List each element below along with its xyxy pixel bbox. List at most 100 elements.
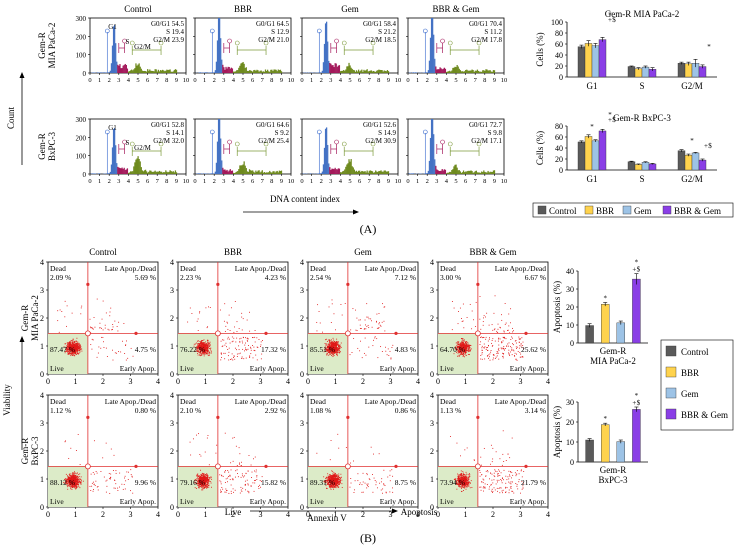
event-dot (93, 317, 95, 318)
event-dot (513, 354, 515, 356)
event-dot (75, 340, 77, 342)
event-dot (328, 351, 330, 353)
event-dot (463, 348, 465, 350)
y-tick-label: 300 (76, 116, 87, 124)
event-dot (244, 480, 246, 482)
bar (577, 141, 586, 171)
event-dot (200, 350, 202, 352)
event-dot (252, 482, 254, 484)
event-dot (203, 344, 204, 346)
event-dot (249, 355, 251, 357)
event-dot (247, 484, 249, 486)
event-dot (72, 348, 74, 349)
event-dot (75, 485, 77, 487)
event-dot (71, 480, 73, 482)
histogram-bin (118, 65, 120, 73)
event-dot (327, 339, 329, 341)
event-dot (202, 481, 204, 483)
histogram-bin (226, 169, 228, 174)
event-dot (202, 347, 204, 349)
event-dot (201, 343, 203, 345)
event-dot (71, 483, 73, 485)
histogram-bin (344, 70, 346, 73)
event-dot (479, 344, 481, 346)
event-dot (197, 476, 199, 478)
event-dot (498, 347, 500, 349)
event-dot (493, 354, 495, 356)
event-dot (246, 337, 248, 339)
x-tick-label: 1 (310, 178, 313, 185)
x-tick-label: 9 (387, 77, 390, 84)
event-dot (200, 486, 202, 488)
histogram-bin (97, 173, 100, 174)
event-dot (209, 307, 211, 308)
event-dot (70, 351, 72, 353)
cycle-row-label: Gem-R BxPC-3 (37, 131, 57, 161)
histogram-bin (369, 70, 371, 73)
histogram-bin (166, 171, 168, 174)
event-dot (69, 483, 71, 485)
event-dot (203, 482, 205, 483)
y-tick-label: 2 (430, 314, 434, 323)
histogram-bin (478, 172, 481, 174)
histogram-bin (131, 69, 133, 73)
histogram-bin (227, 66, 229, 73)
event-dot (197, 343, 199, 345)
event-dot (74, 347, 75, 349)
event-dot (331, 352, 333, 354)
event-dot (200, 473, 202, 475)
histogram-bin (198, 173, 200, 174)
late-percent: 4.23 % (265, 273, 286, 282)
event-dot (337, 347, 339, 349)
histogram-bin (438, 170, 440, 174)
event-dot (501, 348, 503, 350)
histogram-bin (163, 172, 165, 174)
event-dot (491, 342, 493, 344)
event-dot (492, 357, 494, 359)
event-dot (339, 352, 341, 354)
g2m-gate-handle (341, 141, 347, 147)
histogram-bin (351, 166, 353, 174)
histogram-bin (137, 156, 139, 174)
event-dot (482, 321, 484, 323)
histogram-bin (359, 71, 361, 73)
histogram-bin (250, 70, 253, 73)
histogram-bin (470, 170, 472, 174)
event-dot (69, 485, 71, 487)
event-dot (458, 355, 460, 357)
event-dot (461, 347, 463, 349)
event-dot (73, 346, 75, 348)
histogram-bin (439, 67, 441, 73)
event-dot (68, 342, 70, 344)
histogram-bin (484, 171, 486, 174)
event-dot (469, 350, 471, 352)
event-dot (364, 328, 366, 330)
event-dot (338, 345, 339, 347)
event-dot (340, 342, 342, 344)
event-dot (226, 321, 228, 323)
event-dot (336, 348, 337, 350)
event-dot (335, 343, 337, 345)
event-dot (75, 481, 77, 483)
event-dot (98, 346, 100, 348)
event-dot (73, 481, 75, 483)
event-dot (207, 477, 209, 479)
histogram-bin (456, 65, 458, 73)
event-dot (198, 479, 200, 481)
y-tick-label: 0 (559, 73, 563, 82)
event-dot (209, 341, 211, 343)
x-tick-label: 3 (389, 377, 393, 386)
event-dot (471, 310, 473, 312)
y-tick-label: 3 (40, 419, 44, 428)
event-dot (207, 479, 209, 481)
event-dot (200, 479, 202, 481)
event-dot (202, 475, 204, 476)
quadrant-handle (86, 282, 90, 286)
event-dot (68, 476, 70, 478)
histogram-bin (348, 159, 350, 174)
event-dot (200, 480, 202, 482)
flow-row-label: Gem-R MIA PaCa-2 (20, 295, 40, 341)
event-dot (202, 474, 204, 476)
